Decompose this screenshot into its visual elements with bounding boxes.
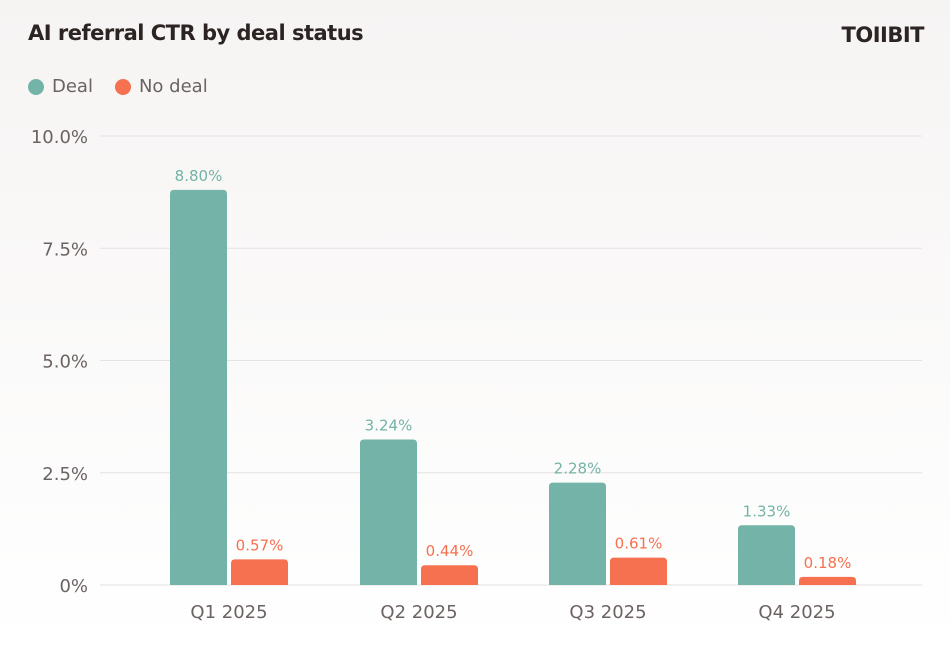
data-label: 8.80% [175,167,223,185]
legend-item-no-deal: No deal [114,76,208,97]
bar-no-deal [610,557,667,585]
legend-item-deal: Deal [28,76,93,97]
bar-no-deal [799,576,856,585]
legend: Deal No deal [28,76,208,97]
bar-deal [738,525,795,585]
legend-label-deal: Deal [52,76,93,97]
brand-logo: TOIIBIT [841,23,925,47]
y-tick-label: 2.5% [42,464,88,485]
x-tick-label: Q4 2025 [758,602,835,623]
data-label: 2.28% [554,460,602,478]
data-label: 0.44% [426,542,474,560]
y-tick-label: 10.0% [31,127,88,148]
y-tick-label: 7.5% [42,239,88,260]
chart-title: AI referral CTR by deal status [28,21,364,45]
x-tick-label: Q2 2025 [380,602,457,623]
data-label: 3.24% [365,417,413,435]
bar-no-deal [231,559,288,585]
legend-swatch-deal [28,78,44,95]
bar-no-deal [421,565,478,585]
x-tick-label: Q1 2025 [190,602,267,623]
legend-label-no-deal: No deal [138,76,208,97]
data-label: 0.18% [804,554,852,572]
legend-swatch-no-deal [114,78,131,95]
data-label: 0.61% [615,535,663,553]
data-label: 0.57% [236,536,284,554]
y-tick-label: 5.0% [42,352,88,373]
y-tick-label: 0% [59,576,88,597]
bar-deal [360,439,417,585]
data-label: 1.33% [743,502,791,520]
bar-deal [170,189,227,585]
x-tick-label: Q3 2025 [569,602,646,623]
bar-deal [549,482,606,585]
